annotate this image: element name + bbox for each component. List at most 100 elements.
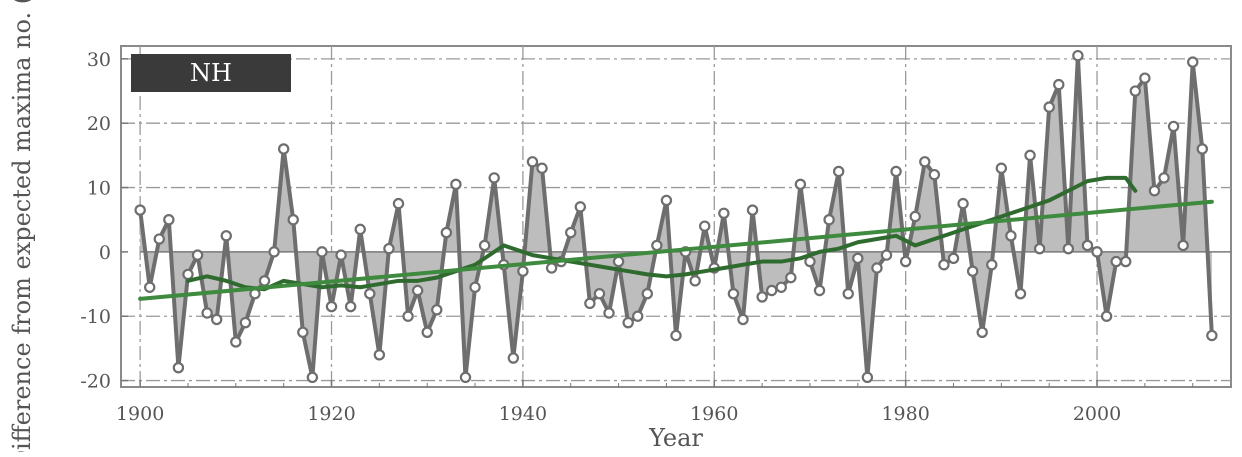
annual-point bbox=[517, 265, 529, 277]
annual-point bbox=[813, 284, 826, 297]
annual-point bbox=[277, 143, 290, 155]
annual-point bbox=[794, 178, 807, 191]
annual-point bbox=[1206, 329, 1218, 342]
annual-point bbox=[335, 249, 347, 261]
annual-point bbox=[899, 255, 912, 268]
annual-point bbox=[1005, 230, 1017, 242]
y-tick-label: 20 bbox=[87, 113, 111, 135]
annual-point bbox=[1081, 239, 1094, 252]
annual-point bbox=[258, 275, 271, 287]
annual-point bbox=[450, 178, 462, 191]
x-axis-label: Year bbox=[648, 424, 703, 452]
annual-point bbox=[699, 220, 711, 232]
x-tick-label: 1980 bbox=[881, 403, 929, 425]
x-tick-label: 1960 bbox=[690, 403, 738, 425]
annual-point bbox=[220, 230, 232, 242]
annual-point bbox=[201, 307, 213, 319]
annual-point bbox=[890, 165, 902, 178]
annual-point bbox=[287, 214, 299, 226]
annual-point bbox=[421, 326, 433, 339]
trend-layer bbox=[138, 199, 1214, 301]
annual-point bbox=[354, 223, 366, 236]
annual-point bbox=[632, 310, 644, 322]
annual-point bbox=[1120, 255, 1132, 268]
legend-box bbox=[131, 54, 291, 92]
annual-point bbox=[153, 233, 165, 245]
annual-point bbox=[440, 226, 453, 239]
annual-point bbox=[459, 371, 472, 384]
annual-point bbox=[469, 281, 481, 293]
annual-point bbox=[1100, 310, 1113, 322]
annual-point bbox=[584, 297, 596, 310]
annual-point bbox=[1139, 72, 1151, 84]
x-tick-label: 1900 bbox=[116, 403, 164, 425]
plot-frame bbox=[120, 45, 1232, 388]
annual-point bbox=[928, 168, 941, 181]
annual-point bbox=[727, 288, 740, 300]
annual-point bbox=[144, 281, 156, 293]
annual-point bbox=[1148, 185, 1161, 197]
annual-point bbox=[746, 204, 759, 216]
annual-point bbox=[880, 249, 893, 261]
annual-point bbox=[1014, 288, 1027, 300]
annual-point bbox=[756, 291, 768, 303]
annual-point bbox=[651, 239, 663, 252]
annual-point bbox=[612, 255, 625, 268]
annual-point bbox=[507, 352, 520, 364]
annual-point bbox=[861, 371, 874, 384]
annual-point bbox=[191, 249, 204, 261]
annual-point bbox=[172, 361, 185, 374]
annual-point bbox=[230, 336, 242, 348]
annual-point bbox=[909, 210, 921, 223]
annual-point bbox=[1167, 120, 1180, 133]
y-tick-label: -20 bbox=[80, 371, 111, 393]
annual-point bbox=[603, 307, 615, 319]
annual-point bbox=[832, 165, 845, 178]
annual-point bbox=[325, 300, 338, 313]
annual-point bbox=[210, 313, 223, 326]
tick-layer: 1900 1920 1940 1960 1980 2000 -20 -10 0 10 20 30 bbox=[80, 49, 1194, 425]
annual-point bbox=[1158, 172, 1170, 184]
annual-point bbox=[737, 313, 749, 326]
annual-point bbox=[660, 194, 673, 207]
annual-point bbox=[344, 300, 357, 313]
annual-point bbox=[364, 288, 376, 300]
legend-label: NH bbox=[190, 59, 232, 87]
annual-point bbox=[976, 326, 988, 339]
annual-point bbox=[545, 262, 558, 274]
x-tick-label: 2000 bbox=[1073, 403, 1121, 425]
annual-point bbox=[1043, 101, 1055, 113]
annual-point bbox=[689, 275, 701, 287]
x-tick-label: 1920 bbox=[307, 403, 355, 425]
annual-point bbox=[134, 204, 146, 216]
y-tick-label: 10 bbox=[87, 178, 111, 200]
annual-point bbox=[1196, 143, 1208, 155]
annual-point bbox=[718, 207, 730, 219]
annual-point bbox=[995, 162, 1008, 174]
annual-point bbox=[785, 271, 797, 284]
annual-point bbox=[316, 246, 328, 258]
annual-point bbox=[239, 316, 252, 329]
annual-point bbox=[1072, 49, 1084, 62]
annual-point bbox=[306, 371, 319, 384]
annual-point bbox=[1053, 78, 1065, 91]
annual-point bbox=[871, 262, 883, 274]
y-axis-label: Difference from expected maxima no. (%) bbox=[8, 0, 36, 452]
annual-point bbox=[622, 316, 634, 329]
annual-point bbox=[804, 255, 816, 268]
annual-point bbox=[842, 288, 854, 300]
annual-point bbox=[574, 201, 587, 213]
annual-point bbox=[411, 284, 424, 297]
annual-point bbox=[1033, 242, 1046, 255]
annual-point bbox=[431, 304, 443, 316]
annual-point bbox=[373, 349, 386, 361]
annual-point bbox=[775, 281, 787, 293]
annual-point bbox=[1177, 239, 1189, 252]
annual-point bbox=[526, 156, 539, 168]
annual-point bbox=[765, 284, 778, 297]
y-tick-label: 0 bbox=[99, 242, 111, 264]
annual-point bbox=[182, 268, 194, 281]
annual-point bbox=[1091, 246, 1103, 258]
annual-point bbox=[1187, 56, 1199, 68]
annual-point bbox=[938, 259, 950, 271]
